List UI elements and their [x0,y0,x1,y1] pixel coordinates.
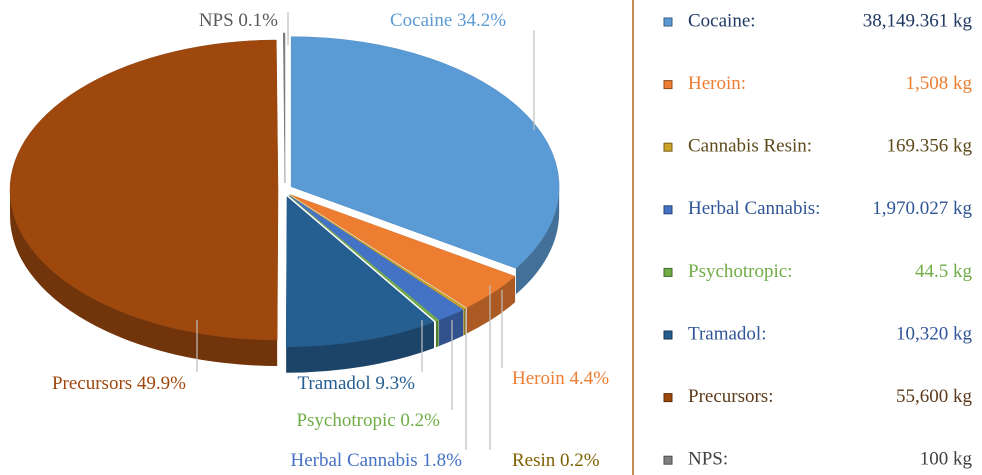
pie-slice [288,195,440,322]
pie-slice [289,195,467,310]
slice-label-name: Psychotropic [296,410,395,431]
pie-slice [289,195,464,321]
slice-label-name: Tramadol [297,373,370,394]
slice-label-name: NPS [199,10,234,31]
pie-slice [285,196,435,347]
legend-label: Tramadol: [688,323,766,344]
legend-label: Psychotropic: [688,261,793,282]
legend-amount: 44.5 kg [915,261,973,282]
legend-amount: 38,149.361 kg [863,10,973,31]
slice-label-value: 0.1% [238,10,278,31]
legend-amount: 100 kg [920,449,973,470]
legend-marker [663,330,673,340]
slice-side [466,276,516,334]
slice-label: Resin 0.2% [512,450,600,471]
slice-label: Cocaine 34.2% [390,10,506,31]
slice-label-name: Cocaine [390,10,452,31]
legend-marker [663,17,673,27]
legend-marker [663,205,673,215]
legend-label: Cocaine: [688,10,756,31]
legend: Cocaine: 38,149.361 kg Heroin: 1,508 kg Cann… [663,10,973,470]
slice-label: Herbal Cannabis 1.8% [291,450,463,471]
legend-marker [663,142,673,152]
slice-label: Psychotropic 0.2% [296,410,440,431]
slice-side [10,190,278,367]
legend-label: Precursors: [688,386,773,407]
slice-label-value: 9.3% [375,373,415,394]
legend-label: Cannabis Resin: [688,136,812,157]
slice-side [439,309,464,346]
slice-label-value: 0.2% [560,450,600,471]
legend-label: Herbal Cannabis: [688,198,820,219]
pie-slice [9,39,279,341]
slice-label-value: 34.2% [457,10,506,31]
pie-tops [9,32,560,347]
slice-label-name: Herbal Cannabis [291,450,418,471]
legend-amount: 169.356 kg [887,136,973,157]
legend-amount: 10,320 kg [896,323,973,344]
legend-amount: 55,600 kg [896,386,973,407]
legend-label: Heroin: [688,73,746,94]
slice-label: NPS 0.1% [199,10,278,31]
legend-amount: 1,970.027 kg [872,198,972,219]
legend-marker [663,267,673,277]
slice-label: Precursors 49.9% [52,373,186,394]
slice-label-name: Heroin [512,368,565,389]
legend-marker [663,455,673,465]
pie-slice [290,36,560,269]
pie-slice [290,194,516,308]
slice-side [515,186,560,295]
slice-label-value: 4.4% [570,368,610,389]
legend-marker [663,80,673,90]
legend-marker [663,393,673,403]
pie-slice [283,32,286,184]
slice-side [463,308,467,336]
legend-amount: 1,508 kg [906,73,973,94]
slice-label-name: Precursors [52,373,132,394]
slice-side [286,322,435,373]
slice-label-value: 0.2% [400,410,440,431]
slice-labels: Cocaine 34.2% Heroin 4.4% Resin 0.2% Herbal… [52,10,609,471]
slice-label-value: 49.9% [137,373,186,394]
slice-label-value: 1.8% [422,450,462,471]
slice-label-name: Resin [512,450,556,471]
legend-label: NPS: [688,449,728,470]
slice-label: Heroin 4.4% [512,368,609,389]
slice-label: Tramadol 9.3% [297,373,415,394]
slice-side [435,320,439,348]
pie-sides [10,186,560,373]
